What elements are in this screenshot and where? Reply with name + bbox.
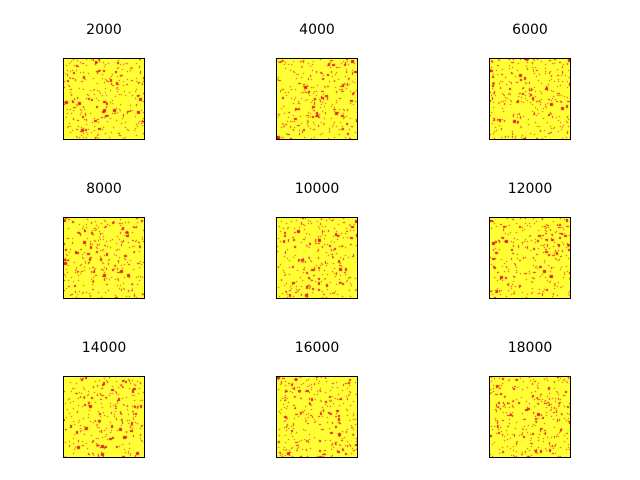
heatmap-plot <box>63 217 145 299</box>
heatmap-plot <box>63 376 145 458</box>
heatmap-plot <box>63 58 145 140</box>
heatmap-plot <box>276 58 358 140</box>
subplot-title: 18000 <box>507 340 553 356</box>
heatmap-cells <box>490 377 570 457</box>
subplot-title: 2000 <box>86 22 122 38</box>
subplot-title: 16000 <box>294 340 340 356</box>
heatmap-plot <box>489 376 571 458</box>
subplot-title: 6000 <box>512 22 548 38</box>
heatmap-plot <box>489 58 571 140</box>
heatmap-cells <box>277 377 357 457</box>
heatmap-cells <box>277 59 357 139</box>
heatmap-cells <box>64 377 144 457</box>
heatmap-cells <box>490 218 570 298</box>
heatmap-cells <box>490 59 570 139</box>
heatmap-plot <box>489 217 571 299</box>
subplot-title: 12000 <box>507 181 553 197</box>
subplot-title: 10000 <box>294 181 340 197</box>
subplot-title: 4000 <box>299 22 335 38</box>
heatmap-plot <box>276 376 358 458</box>
subplot-title: 14000 <box>81 340 127 356</box>
heatmap-plot <box>276 217 358 299</box>
heatmap-cells <box>64 59 144 139</box>
heatmap-cells <box>277 218 357 298</box>
heatmap-cells <box>64 218 144 298</box>
subplot-title: 8000 <box>86 181 122 197</box>
